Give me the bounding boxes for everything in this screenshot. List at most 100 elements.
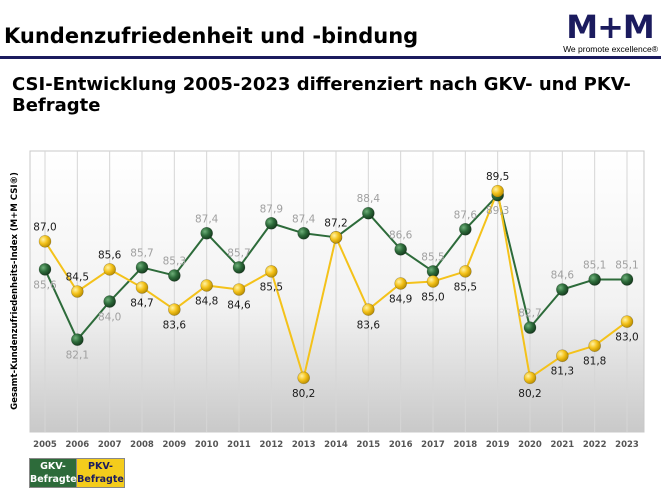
legend-gkv: GKV- Befragte — [30, 459, 77, 487]
gkv-data-label: 85,7 — [130, 247, 153, 259]
plot-area — [29, 150, 645, 433]
pkv-data-point — [426, 275, 440, 288]
data-points — [38, 184, 634, 385]
x-tick-label: 2018 — [453, 440, 477, 450]
gkv-data-point — [297, 226, 310, 240]
gkv-data-point — [620, 273, 634, 286]
chart-title: CSI-Entwicklung 2005-2023 differenziert … — [12, 74, 631, 116]
x-tick-label: 2014 — [324, 440, 348, 450]
gkv-data-label: 89,3 — [486, 205, 509, 217]
pkv-data-label: 81,3 — [551, 366, 574, 378]
gkv-data-label: 85,1 — [615, 259, 638, 271]
pkv-data-point — [38, 235, 52, 248]
x-tick-label: 2008 — [130, 440, 154, 450]
pkv-data-label: 85,5 — [260, 281, 283, 293]
gkv-data-point — [459, 222, 472, 236]
pkv-data-point — [523, 371, 537, 385]
pkv-data-point — [459, 265, 472, 278]
x-tick-label: 2015 — [356, 440, 380, 450]
pkv-data-point — [588, 339, 601, 352]
x-tick-label: 2021 — [550, 440, 574, 450]
gkv-data-point — [38, 263, 52, 276]
header-divider — [0, 56, 661, 59]
gkv-data-label: 85,3 — [163, 255, 186, 267]
pkv-data-label: 87,0 — [33, 221, 56, 233]
x-tick-label: 2009 — [162, 440, 186, 450]
pkv-data-point — [362, 303, 375, 316]
gkv-data-label: 84,0 — [98, 312, 121, 324]
data-labels: 85,6 82,1 84,0 85,7 85,3 87,4 85,7 87,9 87,4 88,4… — [33, 171, 638, 400]
pkv-data-label: 84,5 — [66, 272, 89, 284]
pkv-data-label: 87,2 — [324, 217, 347, 229]
company-logo: M+M We promote excellence® — [560, 10, 660, 56]
gkv-data-label: 88,4 — [357, 193, 381, 205]
gkv-data-point — [200, 226, 213, 240]
x-axis-tick-labels: 2005 2006 2007 2008 2009 2010 2011 2012 2013 2014… — [33, 440, 639, 450]
pkv-data-point — [297, 371, 310, 385]
pkv-data-point — [200, 279, 213, 292]
x-tick-label: 2017 — [421, 440, 445, 450]
pkv-data-point — [620, 315, 634, 328]
x-tick-label: 2011 — [227, 440, 251, 450]
gkv-data-point — [394, 243, 407, 256]
gkv-data-point — [71, 333, 84, 346]
pkv-data-point — [168, 303, 181, 316]
x-tick-label: 2010 — [195, 440, 219, 450]
pkv-data-label: 84,9 — [389, 293, 412, 305]
gkv-data-label: 87,4 — [292, 213, 316, 225]
gkv-data-point — [362, 206, 375, 220]
x-tick-label: 2019 — [486, 440, 510, 450]
pkv-data-label: 80,2 — [292, 388, 315, 400]
x-tick-label: 2020 — [518, 440, 542, 450]
pkv-data-point — [103, 263, 116, 276]
gkv-data-point — [265, 216, 278, 230]
gkv-data-label: 87,4 — [195, 213, 219, 225]
gkv-data-point — [232, 261, 246, 274]
logo-mark: M+M — [566, 8, 655, 46]
gkv-data-point — [135, 261, 149, 274]
pkv-data-label: 84,6 — [227, 299, 251, 311]
gkv-data-label: 85,6 — [33, 279, 57, 291]
pkv-data-label: 81,8 — [583, 356, 606, 368]
pkv-data-label: 84,7 — [130, 297, 153, 309]
gkv-data-label: 85,1 — [583, 259, 606, 271]
pkv-data-label: 83,0 — [615, 332, 638, 344]
pkv-data-label: 85,6 — [98, 249, 122, 261]
pkv-data-point — [135, 281, 149, 294]
x-tick-label: 2023 — [615, 440, 639, 450]
chart-legend: GKV- Befragte PKV- Befragte — [29, 458, 125, 488]
gkv-data-point — [588, 273, 601, 286]
pkv-data-point — [329, 231, 343, 244]
pkv-data-point — [556, 349, 569, 363]
gkv-data-label: 87,6 — [454, 209, 478, 221]
gkv-data-label: 85,5 — [421, 251, 444, 263]
x-tick-label: 2013 — [292, 440, 316, 450]
pkv-data-label: 83,6 — [357, 320, 381, 332]
gkv-data-point — [523, 321, 537, 334]
pkv-data-point — [232, 283, 246, 296]
x-tick-label: 2007 — [98, 440, 122, 450]
pkv-data-point — [394, 277, 407, 290]
gkv-data-label: 87,9 — [260, 203, 283, 215]
pkv-data-label: 85,0 — [421, 291, 444, 303]
pkv-data-label: 84,8 — [195, 295, 218, 307]
x-tick-label: 2005 — [33, 440, 57, 450]
gkv-data-label: 85,7 — [227, 247, 250, 259]
gkv-data-point — [103, 295, 116, 308]
legend-pkv: PKV- Befragte — [77, 459, 124, 487]
x-tick-label: 2022 — [583, 440, 607, 450]
gkv-data-label: 86,6 — [389, 229, 413, 241]
gkv-data-point — [556, 283, 569, 296]
pkv-data-label: 89,5 — [486, 171, 509, 183]
logo-tagline: We promote excellence® — [563, 44, 658, 54]
pkv-data-point — [265, 265, 278, 278]
gkv-data-label: 84,6 — [551, 269, 575, 281]
pkv-data-label: 85,5 — [454, 281, 477, 293]
y-axis-label: Gesamt-Kundenzufriedenheits-Index (M+M C… — [10, 172, 20, 410]
x-tick-label: 2012 — [259, 440, 283, 450]
gkv-data-label: 82,7 — [518, 308, 541, 320]
gkv-data-label: 82,1 — [66, 350, 89, 362]
pkv-data-point — [71, 285, 84, 298]
page-title: Kundenzufriedenheit und -bindung — [4, 24, 419, 48]
